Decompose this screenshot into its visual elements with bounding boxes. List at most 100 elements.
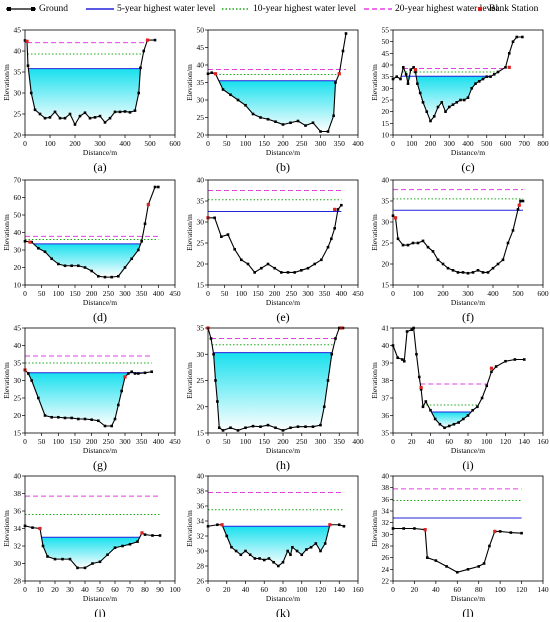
y-tick-label: 20 [14,131,22,140]
x-tick-label: 60 [261,585,269,594]
ground-point [123,266,127,269]
ground-point [406,243,410,247]
ground-point [344,32,348,35]
ground-point [477,80,481,83]
ground-point [337,523,341,527]
ground-point [291,545,294,549]
ground-point [273,266,276,270]
x-tick-label: 400 [352,139,364,148]
ground-point [300,269,303,272]
x-tick-label: 300 [315,139,327,148]
panel-caption: (c) [461,160,474,174]
ground-point [466,414,470,417]
y-tick-label: 41 [382,324,390,333]
ground-point [470,87,474,90]
x-tick-label: 200 [277,139,289,148]
x-tick-label: 160 [352,585,364,594]
ground-point [405,330,409,333]
ground-point [274,120,277,123]
ground-point [158,534,162,537]
x-axis-label: Distance/m [451,446,485,455]
x-tick-label: 400 [487,289,499,298]
ground-point [253,557,257,560]
x-tick-label: 400 [336,289,348,298]
x-tick-label: 350 [319,289,331,298]
x-tick-label: 100 [406,139,418,148]
bank-station-marker [393,216,398,220]
x-tick-label: 50 [96,585,104,594]
y-tick-label: 35 [382,197,390,206]
ground-point [43,414,47,417]
ground-point [267,557,271,560]
x-tick-label: 250 [103,437,115,446]
water-area [41,537,140,568]
ground-point [457,421,460,424]
ground-point [504,66,507,69]
ground-point [220,235,223,238]
x-tick-label: 0 [206,437,210,446]
y-tick-label: 38 [14,489,22,498]
ground-point [143,222,147,226]
y-tick-label: 25 [14,110,22,119]
ground-point [476,269,480,272]
y-tick-label: 30 [14,376,22,385]
x-tick-label: 0 [391,289,395,298]
ground-point [120,389,123,393]
ground-point [426,245,430,249]
ground-point [240,258,243,262]
x-axis-label: Distance/m [451,594,485,603]
ground-point [434,559,438,562]
ground-point [459,98,462,102]
y-axis-label: Elevation/m [185,64,194,101]
x-tick-label: 20 [51,585,59,594]
x-axis-label: Distance/m [266,594,300,603]
ground-point [511,229,515,232]
y-tick-label: 20 [197,402,205,411]
ground-point [130,257,133,261]
x-tick-label: 50 [223,437,231,446]
ground-point [424,400,428,403]
x-tick-label: 200 [437,289,449,298]
y-tick-label: 32 [382,518,390,527]
ground-point [413,527,416,530]
ground-point [266,117,270,121]
ground-point [300,553,304,557]
chart-grid: 0 100 200 300 400 500 600 20 25 30 35 40 45 Distance/… [0,18,550,621]
ground-point [53,557,57,561]
panel-a: 0 100 200 300 400 500 600 20 25 30 35 40 45 Distance/… [2,26,181,175]
y-tick-label: 45 [14,324,22,333]
ground-point [319,549,322,553]
ground-point [311,121,315,125]
x-tick-label: 50 [38,437,46,446]
ground-line [207,327,343,431]
x-tick-label: 500 [512,289,524,298]
ground-point [260,266,263,270]
ground-point [521,199,525,203]
ground-point [63,264,67,268]
bank-station-marker [333,207,337,211]
ground-point [217,426,221,430]
y-tick-label: 30 [382,530,390,539]
ground-point [70,264,73,268]
y-tick-label: 36 [197,502,205,511]
ground-point [462,98,466,102]
x-axis-label: Distance/m [83,298,117,307]
x-tick-label: 250 [296,139,308,148]
x-tick-label: 20 [411,585,419,594]
x-tick-label: 150 [259,139,271,148]
x-tick-label: 200 [277,437,289,446]
x-tick-label: 350 [334,139,346,148]
ground-point [411,241,415,245]
x-tick-label: 30 [66,585,74,594]
ground-point [313,262,316,266]
x-tick-label: 0 [391,585,395,594]
x-tick-label: 20 [408,437,416,446]
y-tick-label: 34 [197,517,205,526]
legend-5year: 5-year highest water level [86,2,215,16]
ground-point [37,396,40,400]
x-tick-label: 160 [537,437,549,446]
water-area [218,80,337,132]
ground-point [212,352,215,356]
ground-point [471,408,474,412]
ground-point [306,266,310,270]
